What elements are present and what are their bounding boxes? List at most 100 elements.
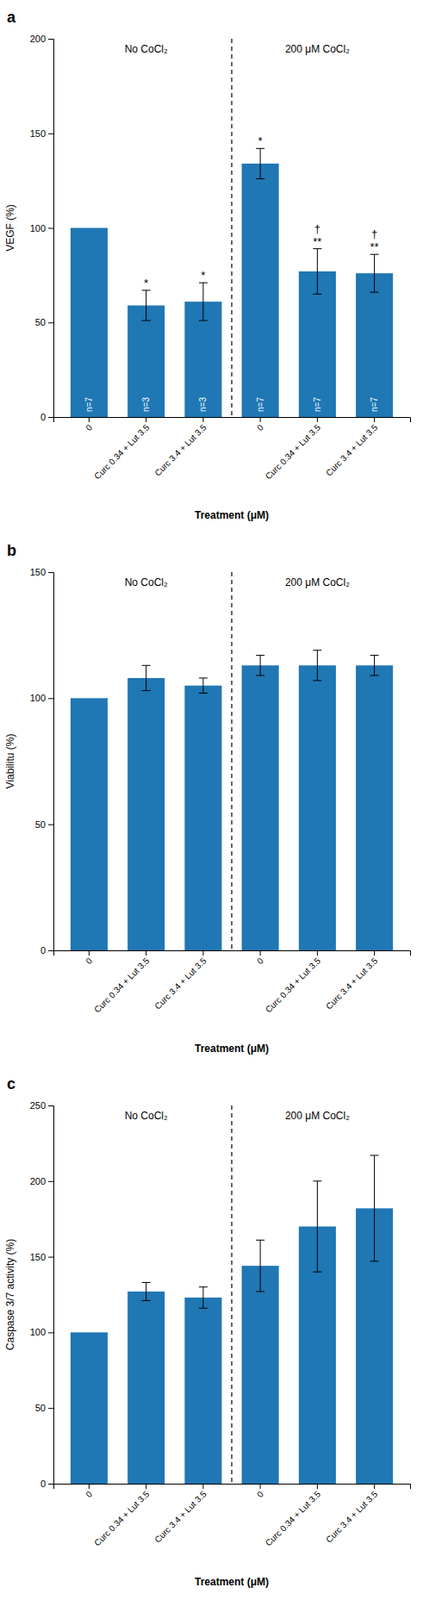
bar: [184, 1297, 222, 1484]
tick-mark: [48, 950, 54, 952]
error-bar-cap: [312, 679, 322, 681]
tick: 200: [30, 33, 54, 44]
tick-label: 0: [255, 1488, 266, 1500]
tick-label: 0: [83, 1488, 94, 1500]
tick-mark: [145, 1483, 147, 1489]
tick-label: Curc 3.4 + Lut 3.5: [323, 955, 380, 1011]
tick-mark: [260, 416, 262, 423]
tick-label: 0: [40, 1478, 46, 1489]
error-bar: [142, 290, 151, 321]
tick: Curc 3.4 + Lut 3.5: [152, 950, 208, 1012]
bar: [127, 304, 165, 417]
error-bar-cap: [370, 1154, 380, 1156]
group-divider: [230, 1105, 232, 1484]
panel: 0501001500Curc 0.34 + Lut 3.5Curc 3.4 + …: [4, 541, 411, 1055]
panel-title: c: [6, 1075, 16, 1093]
tick: 50: [35, 317, 54, 328]
error-bar: [312, 248, 322, 295]
error-bar-stem: [145, 665, 147, 691]
tick-mark: [48, 572, 54, 573]
bar: [70, 697, 108, 951]
error-bar-cap: [255, 674, 265, 676]
tick: 0: [40, 411, 54, 423]
tick-label: 200: [30, 33, 46, 44]
tick: 0: [40, 945, 54, 956]
tick-mark: [88, 416, 90, 423]
tick-label: 50: [35, 819, 46, 830]
axis-line: [54, 417, 411, 423]
bar: [242, 1265, 280, 1484]
tick: Curc 3.4 + Lut 3.5: [323, 950, 380, 1012]
tick-mark: [145, 416, 147, 423]
tick-label: Curc 0.34 + Lut 3.5: [92, 1488, 151, 1548]
error-bar-cap: [255, 1239, 265, 1241]
error-bar-cap: [370, 292, 380, 293]
tick-mark: [145, 950, 147, 956]
axis-line: [54, 951, 411, 957]
y-axis-title: VEGF (%): [4, 204, 17, 252]
error-bar-cap: [312, 1271, 322, 1273]
error-bar: [199, 282, 208, 321]
significance-label: *: [200, 268, 206, 282]
tick-label: Curc 0.34 + Lut 3.5: [92, 955, 151, 1014]
tick: 150: [30, 1251, 54, 1263]
y-axis: 050100150200250: [30, 1100, 55, 1489]
tick: 100: [30, 692, 54, 703]
y-axis: 050100150200: [30, 33, 55, 423]
error-bar-cap: [199, 677, 208, 679]
tick-label: 0: [40, 411, 46, 423]
tick-label: Curc 0.34 + Lut 3.5: [263, 1488, 323, 1548]
tick-mark: [373, 1483, 375, 1489]
tick: Curc 0.34 + Lut 3.5: [263, 950, 323, 1014]
error-bar: [199, 678, 208, 694]
tick: 50: [35, 1402, 54, 1413]
tick: 0: [83, 950, 94, 966]
significance-label: *: [258, 134, 263, 148]
error-bar-stem: [260, 655, 262, 676]
significance-label: †: [371, 227, 378, 241]
tick-mark: [88, 1483, 90, 1489]
tick-mark: [260, 950, 262, 956]
significance-label: **: [370, 240, 380, 254]
axis-line: [54, 1484, 411, 1490]
error-bar-stem: [373, 254, 375, 293]
tick-label: Curc 3.4 + Lut 3.5: [152, 422, 208, 478]
x-axis-title: Treatment (μM): [194, 509, 269, 522]
tick: 0: [40, 1478, 54, 1489]
x-axis: 0Curc 0.34 + Lut 3.5Curc 3.4 + Lut 3.50C…: [54, 1483, 411, 1548]
tick-label: Curc 3.4 + Lut 3.5: [152, 1488, 208, 1544]
plot-area: 0501001502000Curc 0.34 + Lut 3.5Curc 3.4…: [30, 33, 411, 481]
error-bar-cap: [255, 654, 265, 656]
bar: [127, 678, 165, 951]
tick-label: 150: [30, 566, 46, 578]
tick: Curc 0.34 + Lut 3.5: [92, 416, 151, 481]
error-bar-cap: [312, 1180, 322, 1182]
tick: 0: [255, 1483, 266, 1500]
error-bar: [142, 665, 151, 691]
tick-mark: [202, 1483, 204, 1489]
tick-mark: [317, 1483, 318, 1489]
x-axis-title: Treatment (μM): [194, 1042, 269, 1055]
significance-label: †: [314, 222, 321, 236]
tick: Curc 3.4 + Lut 3.5: [323, 416, 380, 479]
error-bar: [370, 254, 380, 293]
tick: Curc 0.34 + Lut 3.5: [92, 1483, 151, 1548]
tick-mark: [317, 950, 318, 956]
tick-mark: [202, 950, 204, 956]
bar: [242, 163, 280, 417]
tick: Curc 3.4 + Lut 3.5: [152, 416, 208, 479]
tick-mark: [202, 416, 204, 423]
panel-title: b: [6, 541, 17, 560]
tick-label: Curc 3.4 + Lut 3.5: [323, 1488, 380, 1544]
error-bar-cap: [199, 692, 208, 694]
tick-label: 50: [35, 317, 46, 328]
tick: Curc 0.34 + Lut 3.5: [92, 950, 151, 1014]
y-axis-title: Caspase 3/7 activity (%): [4, 1238, 17, 1350]
error-bar: [370, 655, 380, 676]
tick-mark: [48, 1256, 54, 1258]
error-bar-cap: [142, 665, 151, 666]
error-bar-cap: [370, 1260, 380, 1262]
tick-mark: [317, 416, 318, 423]
tick: 0: [255, 416, 266, 433]
error-bar: [370, 1155, 380, 1262]
